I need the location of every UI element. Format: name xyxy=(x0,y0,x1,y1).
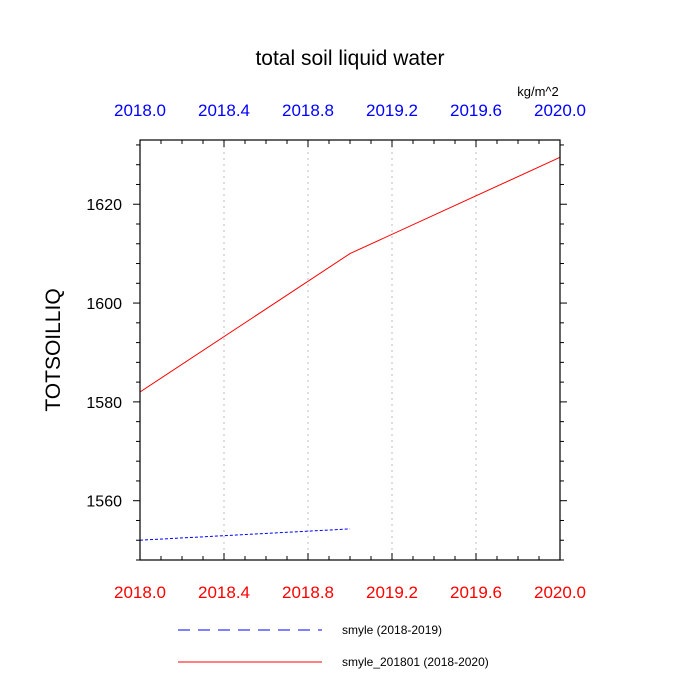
x-tick-label-bottom: 2018.0 xyxy=(114,583,166,602)
x-tick-label-top: 2018.8 xyxy=(282,101,334,120)
x-tick-label-top: 2019.2 xyxy=(366,101,418,120)
x-tick-label-top: 2018.0 xyxy=(114,101,166,120)
y-tick-label: 1560 xyxy=(86,494,122,511)
tick-labels: 2018.0 2018.0 2018.4 2018.4 2018.8 2018.8 2019… xyxy=(86,101,586,602)
series-line-1 xyxy=(139,528,351,541)
chart-title: total soil liquid water xyxy=(255,47,444,70)
units-label: kg/m^2 xyxy=(517,84,559,99)
y-tick-label: 1580 xyxy=(86,395,122,412)
y-tick-label: 1600 xyxy=(86,296,122,313)
x-tick-label-top: 2020.0 xyxy=(534,101,586,120)
legend-label-1: smyle (2018-2019) xyxy=(342,623,442,637)
x-tick-label-bottom: 2018.4 xyxy=(198,583,250,602)
legend: smyle (2018-2019) smyle_201801 (2018-2020… xyxy=(178,623,489,669)
grid xyxy=(223,140,477,560)
x-tick-label-bottom: 2019.2 xyxy=(366,583,418,602)
series-line-2 xyxy=(139,156,561,393)
series-group xyxy=(139,156,561,541)
y-tick-label: 1620 xyxy=(86,197,122,214)
tick-marks xyxy=(133,140,567,561)
legend-label-2: smyle_201801 (2018-2020) xyxy=(342,655,489,669)
x-tick-label-bottom: 2018.8 xyxy=(282,583,334,602)
x-tick-label-bottom: 2020.0 xyxy=(534,583,586,602)
y-axis-label: TOTSOILLIQ xyxy=(42,288,65,411)
x-tick-label-top: 2018.4 xyxy=(198,101,250,120)
x-tick-label-top: 2019.6 xyxy=(450,101,502,120)
plot-frame xyxy=(139,139,561,561)
x-tick-label-bottom: 2019.6 xyxy=(450,583,502,602)
